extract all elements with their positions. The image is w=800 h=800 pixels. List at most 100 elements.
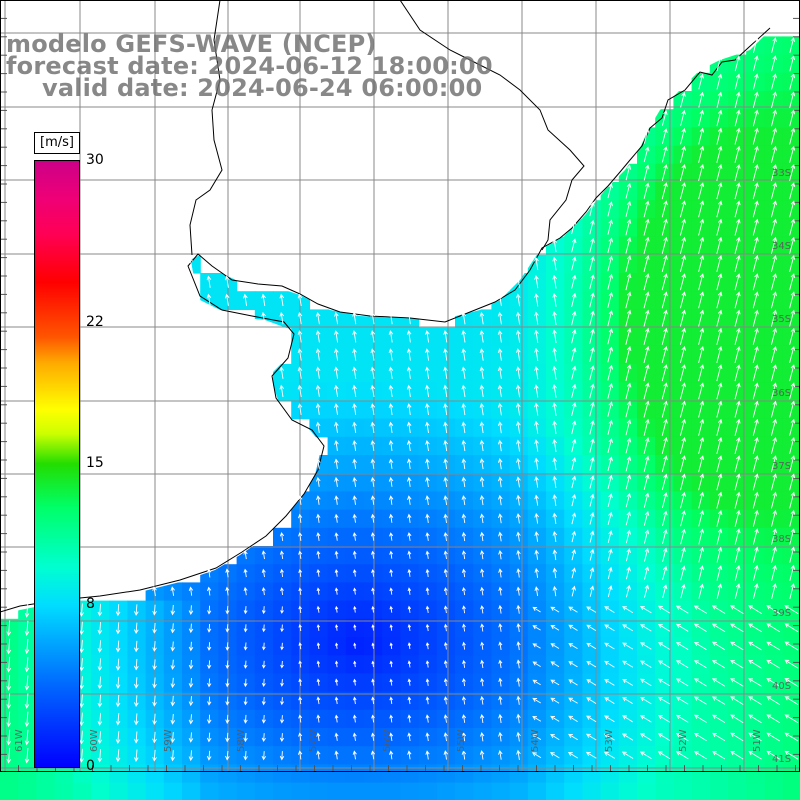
wind-arrow [589, 274, 595, 290]
wind-arrow [152, 731, 157, 744]
wind-arrow [461, 550, 467, 560]
latitude-label: 35S [772, 314, 792, 325]
wind-speed-cell [455, 782, 474, 800]
wind-arrow [534, 366, 539, 380]
wind-arrow [625, 200, 632, 217]
wind-arrow [734, 382, 741, 400]
wind-arrow [279, 733, 285, 743]
wind-arrow [534, 586, 539, 596]
wind-arrow [407, 660, 412, 668]
wind-arrow [516, 731, 521, 742]
wind-arrow [586, 733, 597, 741]
wind-arrow [625, 492, 632, 508]
wind-arrow [711, 605, 726, 614]
wind-arrow [371, 642, 375, 649]
wind-arrow [607, 273, 614, 290]
wind-arrow [625, 382, 632, 400]
wind-arrow [589, 475, 595, 489]
wind-arrow [552, 347, 557, 362]
wind-arrow [679, 436, 686, 455]
wind-arrow [625, 164, 632, 181]
wind-arrow [550, 606, 560, 613]
wind-arrow [589, 419, 595, 435]
wind-arrow [371, 624, 375, 631]
wind-arrow [675, 733, 689, 742]
wind-speed-cell [91, 782, 110, 800]
wind-arrow [552, 585, 558, 597]
wind-arrow [532, 679, 541, 686]
wind-arrow [676, 714, 689, 723]
wind-arrow [79, 621, 84, 636]
wind-arrow [461, 476, 467, 488]
wind-arrow [625, 364, 632, 382]
wind-arrow [152, 641, 157, 652]
wind-arrow [752, 37, 759, 54]
latitude-label: 38S [772, 534, 792, 545]
wind-arrow [425, 587, 430, 595]
wind-arrow [389, 568, 394, 577]
wind-arrow [607, 456, 613, 472]
longitude-label: 57W [308, 729, 319, 752]
wind-arrow [698, 254, 705, 273]
wind-arrow [206, 586, 212, 596]
wind-arrow [552, 402, 557, 416]
wind-arrow [261, 624, 266, 633]
wind-arrow [261, 733, 266, 743]
wind-arrow [498, 659, 503, 669]
wind-arrow [443, 550, 448, 559]
wind-arrow [261, 606, 266, 615]
wind-arrow [24, 747, 30, 764]
wind-arrow [730, 696, 744, 705]
wind-arrow [680, 510, 686, 527]
colorbar [34, 160, 80, 768]
wind-speed-cell [163, 764, 183, 784]
wind-arrow [693, 642, 707, 651]
wind-arrow [698, 127, 705, 145]
wind-arrow [734, 55, 741, 72]
wind-arrow [6, 711, 12, 728]
wind-arrow [625, 218, 632, 236]
wind-arrow [225, 696, 230, 706]
wind-arrow [568, 643, 578, 649]
wind-arrow [479, 348, 485, 361]
wind-speed-cell [0, 764, 19, 784]
wind-arrow [261, 642, 266, 651]
wind-arrow [316, 660, 321, 668]
wind-arrow [784, 641, 799, 651]
wind-arrow [280, 587, 284, 595]
wind-arrow [571, 238, 577, 253]
wind-arrow [771, 109, 777, 127]
wind-arrow [716, 418, 723, 436]
wind-arrow [425, 678, 430, 686]
wind-arrow [661, 455, 668, 473]
wind-arrow [498, 731, 503, 742]
wind-speed-cell [327, 782, 347, 800]
wind-arrow [552, 256, 557, 271]
wind-arrow [79, 676, 84, 690]
wind-arrow [607, 346, 614, 363]
wind-arrow [766, 641, 781, 651]
wind-arrow [24, 638, 30, 655]
wind-arrow [97, 748, 103, 763]
wind-arrow [789, 546, 796, 563]
wind-arrow [550, 661, 560, 668]
wind-arrow [389, 532, 394, 541]
wind-arrow [352, 532, 357, 541]
wind-arrow [97, 676, 103, 690]
wind-arrow [443, 458, 448, 470]
wind-arrow [425, 660, 430, 668]
wind-arrow [552, 438, 557, 453]
wind-arrow [498, 549, 503, 560]
wind-arrow [752, 455, 759, 473]
wind-speed-cell [54, 782, 74, 800]
wind-arrow [133, 622, 139, 635]
wind-arrow [479, 494, 485, 506]
wind-arrow [516, 531, 521, 542]
title-valid-date: valid date: 2024-06-24 06:00:00 [42, 74, 483, 102]
wind-arrow [261, 660, 266, 669]
wind-arrow [334, 495, 339, 505]
wind-arrow [752, 200, 759, 218]
wind-arrow [352, 366, 357, 379]
wind-arrow [550, 734, 560, 741]
wind-arrow [607, 511, 613, 525]
